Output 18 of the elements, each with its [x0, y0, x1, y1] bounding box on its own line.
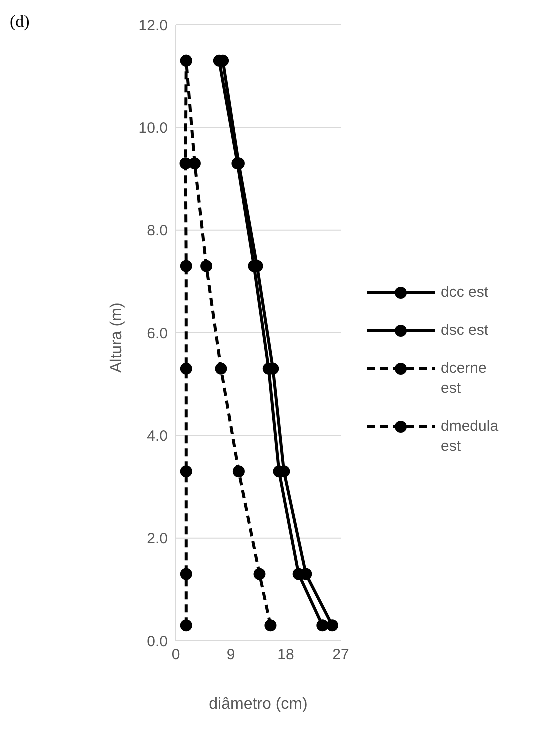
y-tick-label: 10.0 [138, 120, 168, 137]
y-tick-label: 8.0 [147, 222, 168, 240]
x-tick-label: 9 [226, 646, 236, 664]
legend-label: dcerne est [441, 359, 488, 399]
text: (d) [10, 12, 30, 32]
x-axis-title: diâmetro (cm) [209, 696, 308, 713]
x-tick-label: 27 [332, 646, 350, 664]
y-tick-label: 2.0 [147, 530, 168, 548]
y-tick-label: 4.0 [147, 428, 168, 445]
x-tick-label: 0 [172, 646, 180, 664]
y-tick-label: 12.0 [138, 17, 168, 34]
legend-label: dcc est [441, 283, 490, 303]
x-tick-label: 18 [278, 646, 294, 664]
y-axis-title: Altura (m) [108, 302, 126, 373]
y-tick-label: 0.0 [147, 633, 168, 650]
legend-label: dmedula est [441, 417, 500, 457]
y-tick-label: 6.0 [147, 325, 168, 342]
legend-label: dsc est [441, 321, 490, 341]
